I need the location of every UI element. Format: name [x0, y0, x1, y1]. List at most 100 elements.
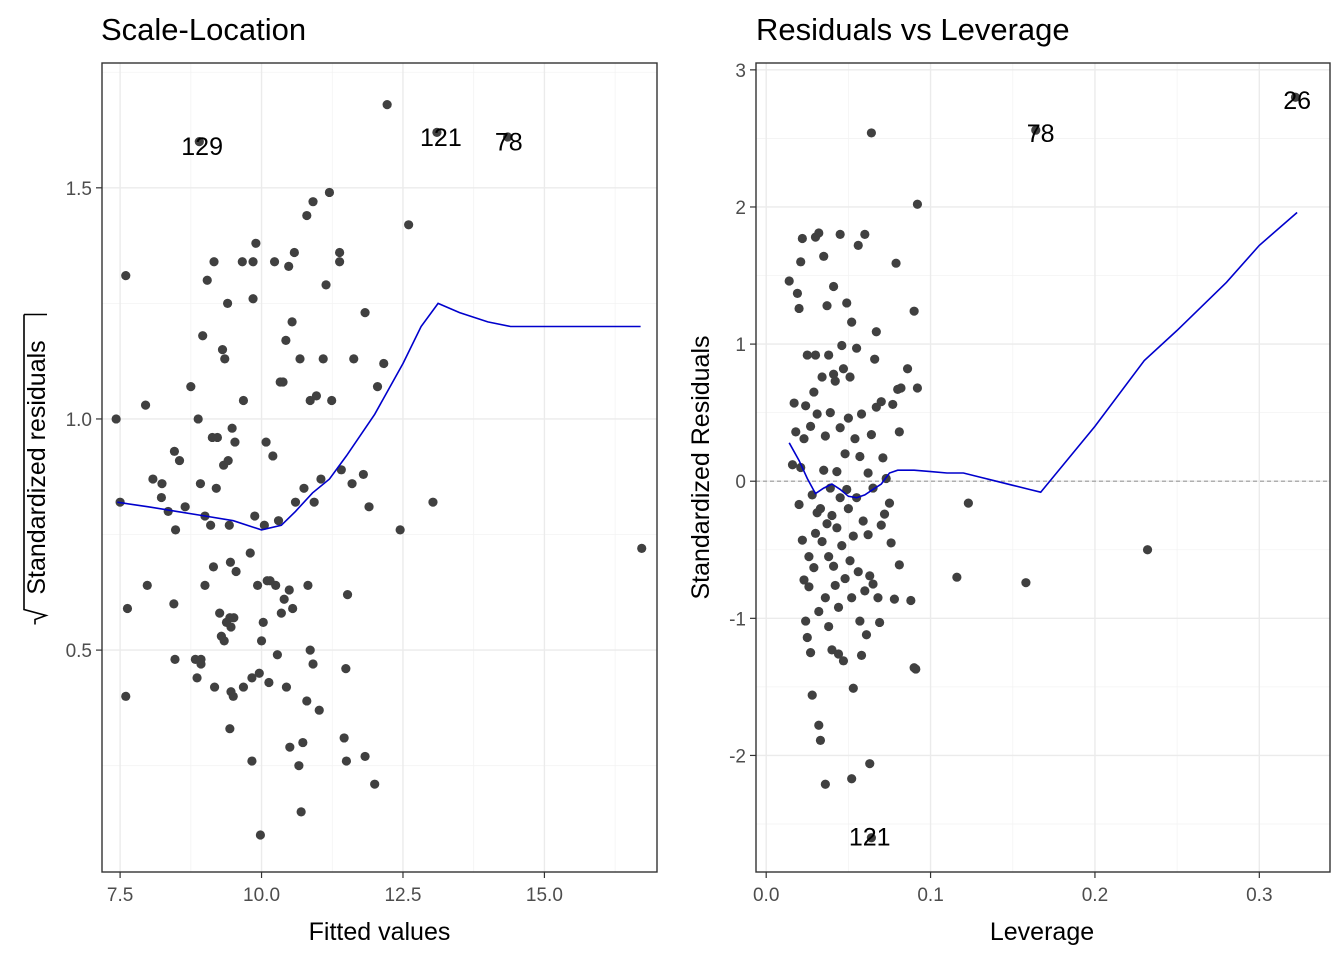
- scale-location-data-point: [206, 520, 216, 530]
- residuals-vs-leverage-data-point: [824, 350, 834, 360]
- scale-location-data-point: [256, 636, 267, 646]
- residuals-vs-leverage-data-point: [832, 467, 842, 477]
- residuals-vs-leverage-data-point: [833, 649, 844, 659]
- scale-location-data-point: [258, 617, 268, 627]
- residuals-vs-leverage-data-point: [840, 573, 850, 584]
- residuals-vs-leverage-data-point: [814, 606, 824, 617]
- residuals-vs-leverage-data-point: [863, 468, 873, 478]
- residuals-vs-leverage-data-point: [814, 228, 824, 238]
- scale-location-point-label: 129: [181, 133, 223, 161]
- residuals-vs-leverage-data-point: [891, 258, 901, 268]
- residuals-vs-leverage-data-point: [820, 779, 830, 789]
- residuals-vs-leverage-labeled-data-point: [1031, 125, 1041, 135]
- residuals-vs-leverage-data-point: [830, 580, 840, 591]
- scale-location-data-point: [186, 382, 196, 392]
- scale-location-data-point: [360, 751, 370, 762]
- residuals-vs-leverage-data-point: [820, 431, 830, 441]
- scale-location-data-point: [228, 691, 238, 701]
- residuals-vs-leverage-smooth-line: [788, 211, 1298, 499]
- residuals-vs-leverage-data-point: [894, 427, 904, 437]
- residuals-vs-leverage-data-point: [847, 317, 857, 327]
- scale-location-data-point: [219, 636, 229, 646]
- scale-location-data-point: [227, 423, 237, 433]
- residuals-vs-leverage-data-point: [809, 562, 819, 573]
- residuals-vs-leverage-x-tick-label: 0.1: [917, 885, 943, 906]
- residuals-vs-leverage-data-point: [866, 429, 876, 440]
- scale-location-data-point: [364, 502, 374, 512]
- scale-location-data-point: [224, 520, 234, 530]
- residuals-vs-leverage-data-point: [843, 413, 853, 423]
- scale-location-data-point: [314, 705, 324, 715]
- scale-location-data-point: [226, 622, 236, 632]
- residuals-vs-leverage-y-tick-label: 2: [735, 198, 746, 219]
- scale-location-y-tick-label: 1.5: [66, 179, 92, 200]
- residuals-vs-leverage-data-point: [814, 720, 824, 730]
- residuals-vs-leverage-data-point: [804, 552, 814, 562]
- residuals-vs-leverage-data-point: [863, 530, 873, 540]
- scale-location-smoother: [117, 302, 641, 531]
- scale-location-data-point: [200, 580, 210, 590]
- residuals-vs-leverage-data-point: [812, 409, 822, 419]
- residuals-vs-leverage-data-point: [835, 493, 845, 503]
- residuals-vs-leverage-data-point: [828, 369, 839, 379]
- scale-location-data-point: [254, 668, 264, 678]
- residuals-vs-leverage-y-tick-label: -2: [729, 746, 746, 767]
- residuals-vs-leverage-data-point: [810, 350, 821, 360]
- scale-location-data-point: [193, 414, 203, 424]
- scale-location-data-point: [289, 247, 299, 258]
- scale-location-data-point: [209, 682, 220, 692]
- residuals-vs-leverage-data-point: [911, 664, 921, 674]
- residuals-vs-leverage-data-point: [824, 552, 834, 562]
- scale-location-grid: [102, 63, 657, 872]
- scale-location-data-point: [223, 455, 233, 466]
- residuals-vs-leverage-data-point: [817, 372, 827, 382]
- residuals-vs-leverage-data-point: [866, 128, 876, 138]
- residuals-vs-leverage-data-point: [819, 251, 829, 261]
- residuals-vs-leverage-data-point: [802, 632, 812, 643]
- scale-location-smooth-line: [117, 302, 641, 531]
- residuals-vs-leverage-data-point: [896, 383, 906, 393]
- residuals-vs-leverage-data-point: [835, 423, 845, 433]
- scale-location-data-point: [196, 654, 206, 664]
- scale-location-data-point: [140, 400, 151, 410]
- scale-location-data-point: [276, 608, 286, 618]
- residuals-vs-leverage-data-point: [820, 593, 830, 603]
- scale-location-x-tick-label: 7.5: [107, 885, 133, 906]
- residuals-vs-leverage-data-point: [856, 409, 867, 419]
- residuals-vs-leverage-data-point: [876, 520, 886, 530]
- residuals-vs-leverage-point-label: 78: [1027, 120, 1055, 148]
- residuals-vs-leverage-data-point: [875, 617, 885, 628]
- residuals-vs-leverage-data-point: [853, 567, 863, 577]
- residuals-vs-leverage-data-point: [825, 408, 835, 418]
- sqrt-symbol: [23, 313, 49, 625]
- residuals-vs-leverage-data-point: [912, 199, 923, 209]
- scale-location-data-point: [170, 525, 181, 535]
- scale-location-x-tick-label: 15.0: [526, 885, 563, 906]
- scale-location-data-point: [192, 673, 202, 683]
- scale-location-data-point: [395, 525, 405, 535]
- residuals-vs-leverage-data-point: [832, 523, 842, 533]
- residuals-vs-leverage-data-point: [815, 735, 826, 745]
- residuals-vs-leverage-data-point: [817, 536, 827, 547]
- scale-location-data-point: [370, 779, 380, 789]
- scale-location-point-labels: 129 121 78: [181, 124, 522, 161]
- scale-location-points: [111, 100, 647, 840]
- scale-location-data-point: [295, 354, 305, 364]
- scale-location-data-point: [372, 382, 383, 392]
- scale-location-data-point: [272, 650, 282, 660]
- residuals-vs-leverage-data-point: [828, 561, 839, 571]
- scale-location-x-tick-label: 12.5: [384, 885, 421, 906]
- scale-location-data-point: [198, 331, 208, 341]
- residuals-vs-leverage-data-point: [884, 498, 895, 508]
- scale-location-data-point: [342, 590, 353, 600]
- residuals-vs-leverage-data-point: [963, 498, 973, 508]
- scale-location-data-point: [288, 603, 298, 614]
- residuals-vs-leverage-labeled-data-point: [866, 833, 876, 843]
- scale-location-data-point: [341, 663, 351, 674]
- residuals-vs-leverage-data-point: [794, 499, 804, 510]
- residuals-vs-leverage-plot-area: [756, 63, 1330, 872]
- residuals-vs-leverage-data-point: [819, 465, 829, 475]
- scale-location-data-point: [287, 317, 297, 327]
- scale-location-data-point: [311, 391, 322, 401]
- scale-location-data-point: [251, 238, 261, 248]
